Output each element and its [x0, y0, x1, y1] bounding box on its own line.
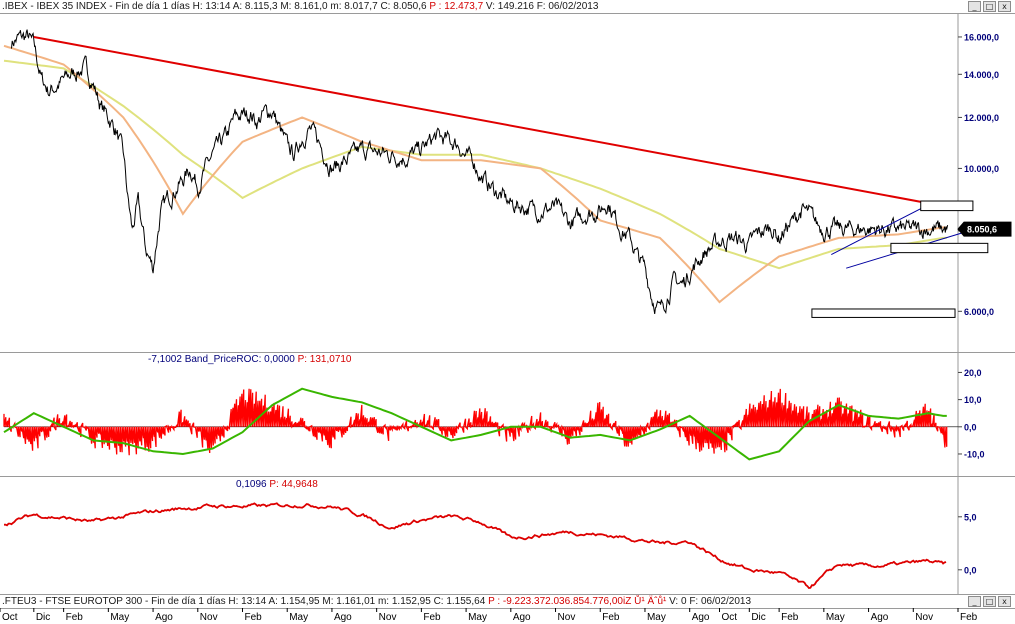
- x-tick-label: Ago: [692, 612, 710, 623]
- rs-tick-label: 0,0: [964, 565, 977, 575]
- ma-slow-line: [3, 59, 947, 270]
- rs-tick-label: 5,0: [964, 512, 977, 522]
- x-tick-label: May: [468, 612, 487, 623]
- resistance-box-8750: [920, 200, 974, 212]
- x-tick-label: Feb: [66, 612, 84, 623]
- x-tick-label: Ago: [334, 612, 352, 623]
- close-button[interactable]: x: [998, 1, 1011, 12]
- x-tick-label: Dic: [751, 612, 765, 623]
- footer-close-label: C: 1.155,64: [433, 596, 486, 607]
- roc-p-value: P: 131,0710: [297, 354, 352, 365]
- price-pane[interactable]: 6.000,0 10.000,0 12.000,0 14.000,0 16.000,0 8…: [0, 14, 1015, 352]
- trendline: [33, 35, 951, 209]
- footer-high-label: M: 1.161,01: [322, 596, 376, 607]
- volume-label: V: 149.216: [485, 1, 534, 12]
- channel-upper-line: [831, 200, 936, 255]
- footer-symbol-label: .FTEU3 - FTSE EUROTOP 300 - Fin de día 1…: [2, 596, 226, 607]
- footer-time-label: H: 13:14: [228, 596, 267, 607]
- rs-pane[interactable]: 0,1096 P: 44,9648 0,0 5,0: [0, 476, 1015, 595]
- roc-band-line: [3, 387, 947, 461]
- roc-chart: -10,0 0,0 10,0 20,0: [3, 353, 985, 477]
- symbol-label: .IBEX - IBEX 35 INDEX - Fin de día 1 día…: [2, 1, 190, 12]
- x-tick-label: Nov: [915, 612, 933, 623]
- p-label: P : 12.473,7: [429, 1, 484, 12]
- footer-minimize-button[interactable]: _: [968, 596, 981, 607]
- last-price-label: 8.050,6: [967, 225, 997, 235]
- footer-window-controls: _ □ x: [968, 596, 1011, 607]
- footer-volume-label: V: 0: [669, 596, 687, 607]
- x-tick-label: Oct: [2, 612, 18, 623]
- price-tick-label: 12.000,0: [964, 113, 999, 123]
- x-tick-label: Nov: [200, 612, 218, 623]
- x-tick-label: May: [647, 612, 666, 623]
- roc-tick-label: 20,0: [964, 368, 982, 378]
- maximize-button[interactable]: □: [983, 1, 996, 12]
- price-tick-label: 6.000,0: [964, 307, 994, 317]
- footer-date-label: F: 06/02/2013: [689, 596, 752, 607]
- x-tick-label: May: [826, 612, 845, 623]
- price-series-line: [11, 29, 949, 315]
- footer-low-label: m: 1.152,95: [377, 596, 431, 607]
- bottom-info-text: .FTEU3 - FTSE EUROTOP 300 - Fin de día 1…: [2, 595, 751, 608]
- rs-line: [4, 502, 947, 589]
- last-price-tag: [957, 221, 1012, 237]
- rs-pane-title: 0,1096 P: 44,9648: [236, 479, 318, 491]
- x-tick-label: Nov: [558, 612, 576, 623]
- top-info-bar: .IBEX - IBEX 35 INDEX - Fin de día 1 día…: [0, 0, 1015, 14]
- x-tick-label: Dic: [36, 612, 50, 623]
- bottom-info-bar: .FTEU3 - FTSE EUROTOP 300 - Fin de día 1…: [0, 594, 1015, 609]
- support-box-6000: [811, 308, 956, 318]
- x-tick-label: Nov: [379, 612, 397, 623]
- date-label: F: 06/02/2013: [536, 1, 599, 12]
- rs-value: 0,1096: [236, 479, 267, 490]
- roc-tick-label: 10,0: [964, 395, 982, 405]
- x-tick-label: Feb: [602, 612, 620, 623]
- price-chart: 6.000,0 10.000,0 12.000,0 14.000,0 16.000,0 8…: [3, 14, 1012, 352]
- x-tick-label: Feb: [781, 612, 799, 623]
- footer-p-label: P : -9.223.372.036.854.776,00iZ: [488, 596, 632, 607]
- rs-chart: 0,0 5,0: [4, 477, 977, 595]
- roc-name: Band_PriceROC: 0,0000: [184, 354, 295, 365]
- x-tick-label: Ago: [155, 612, 173, 623]
- ma-fast-line: [3, 44, 947, 304]
- roc-tick-label: -10,0: [964, 449, 985, 459]
- footer-weird-label: Ů¹ Äˆů¹: [634, 596, 667, 607]
- price-tick-label: 14.000,0: [964, 70, 999, 80]
- x-tick-label: Feb: [423, 612, 441, 623]
- roc-left-value: -7,1002: [148, 354, 182, 365]
- close-label: C: 8.050,6: [380, 1, 427, 12]
- roc-pane[interactable]: -7,1002 Band_PriceROC: 0,0000 P: 131,071…: [0, 352, 1015, 477]
- time-label: H: 13:14: [192, 1, 231, 12]
- window-controls: _ □ x: [968, 1, 1011, 12]
- x-tick-label: Ago: [871, 612, 889, 623]
- x-tick-label: Feb: [245, 612, 263, 623]
- x-axis: Oct Dic Feb May Ago Nov Feb May Ago Nov Feb May Ago N…: [0, 608, 978, 623]
- x-tick-label: May: [110, 612, 129, 623]
- roc-tick-label: 0,0: [964, 422, 977, 432]
- x-tick-label: Oct: [722, 612, 738, 623]
- minimize-button[interactable]: _: [968, 1, 981, 12]
- roc-histogram: [3, 388, 948, 456]
- x-tick-label: Ago: [513, 612, 531, 623]
- x-tick-label: Feb: [960, 612, 978, 623]
- price-tick-label: 16.000,0: [964, 32, 999, 42]
- x-tick-label: May: [289, 612, 308, 623]
- top-info-text: .IBEX - IBEX 35 INDEX - Fin de día 1 día…: [2, 0, 598, 13]
- roc-pane-title: -7,1002 Band_PriceROC: 0,0000 P: 131,071…: [148, 354, 352, 366]
- footer-maximize-button[interactable]: □: [983, 596, 996, 607]
- rs-p-value: P: 44,9648: [269, 479, 318, 490]
- high-label: M: 8.161,0: [280, 1, 328, 12]
- open-label: A: 8.115,3: [232, 1, 278, 12]
- footer-open-label: A: 1.154,95: [268, 596, 320, 607]
- support-box-7500: [890, 242, 989, 254]
- footer-close-button[interactable]: x: [998, 596, 1011, 607]
- low-label: m: 8.017,7: [330, 1, 378, 12]
- price-tick-label: 10.000,0: [964, 164, 999, 174]
